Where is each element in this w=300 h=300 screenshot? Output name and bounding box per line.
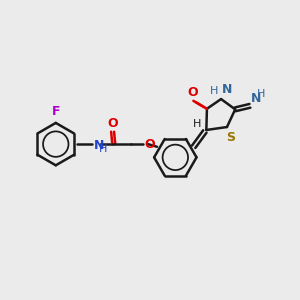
Text: H: H — [256, 89, 265, 99]
Text: H: H — [210, 85, 219, 95]
Text: N: N — [222, 82, 233, 95]
Text: O: O — [188, 86, 198, 99]
Text: N: N — [94, 139, 104, 152]
Text: O: O — [145, 138, 155, 151]
Text: H: H — [99, 144, 107, 154]
Text: H: H — [192, 118, 201, 128]
Text: N: N — [251, 92, 262, 105]
Text: O: O — [108, 117, 118, 130]
Text: F: F — [52, 105, 60, 118]
Text: S: S — [226, 131, 235, 144]
